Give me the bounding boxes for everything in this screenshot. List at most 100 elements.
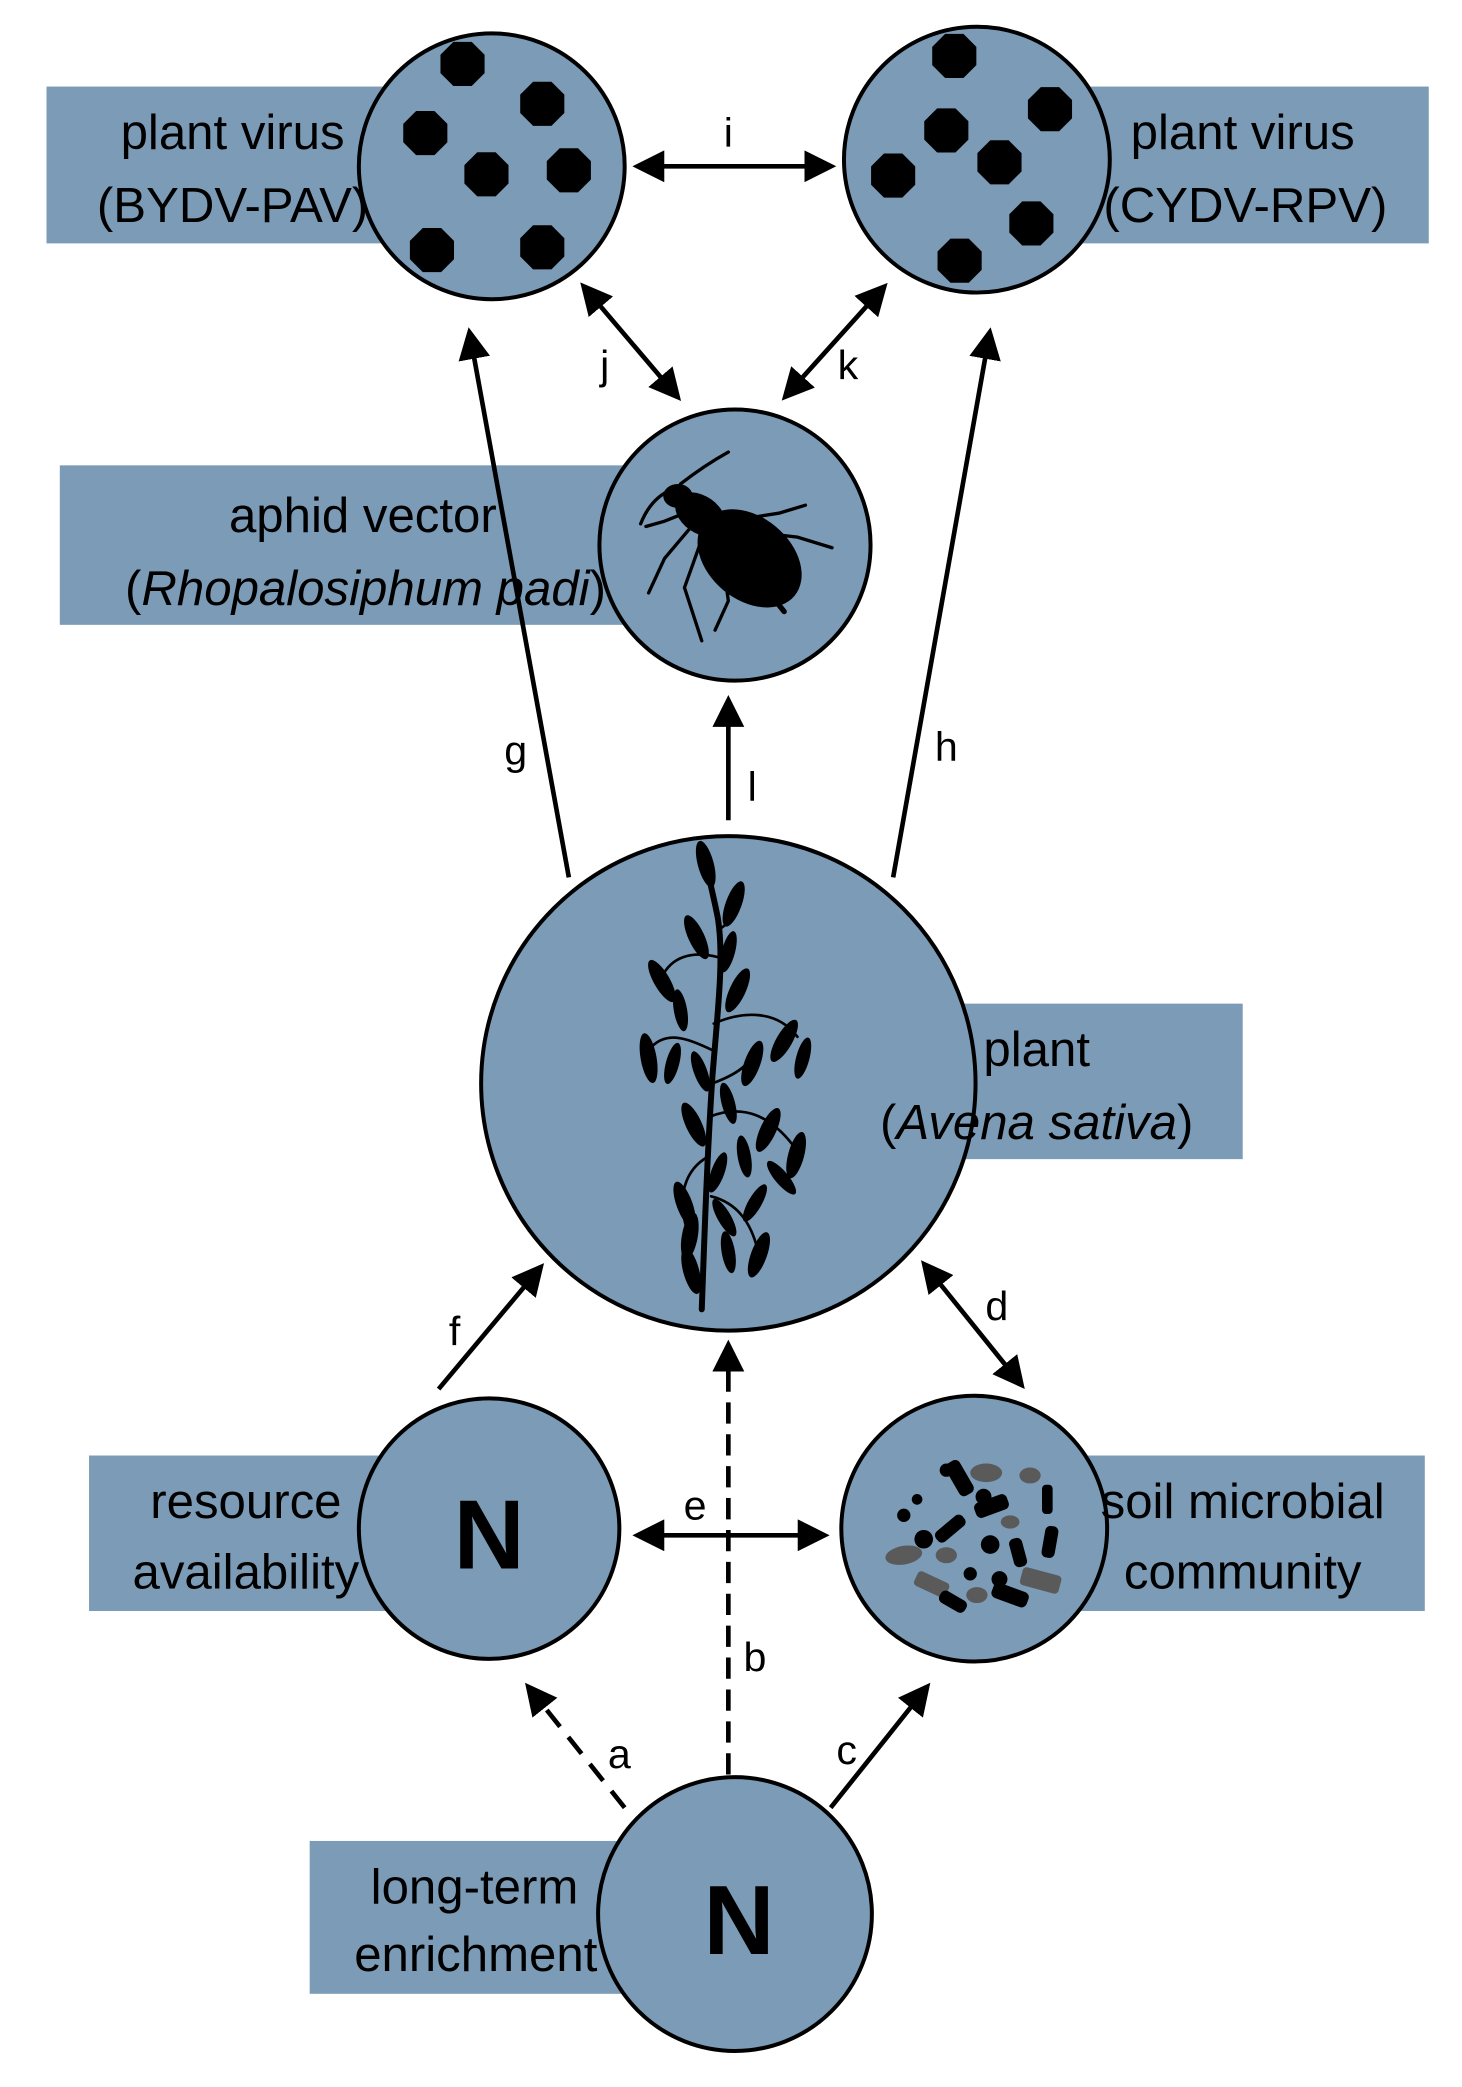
spikelet xyxy=(712,1198,737,1237)
node-label-resource-line2: availability xyxy=(132,1544,359,1599)
edge-j-label: j xyxy=(599,342,609,388)
microbes-icon xyxy=(885,1459,1062,1613)
microbe-grey-cell xyxy=(1000,1515,1020,1529)
oat-plant-icon xyxy=(639,840,812,1313)
virus-particle xyxy=(871,153,916,198)
microbe-grey-cell xyxy=(885,1545,923,1565)
microbe-grey-rod xyxy=(1019,1567,1062,1594)
node-label-aphid-close-paren: ) xyxy=(590,561,606,616)
node-label-aphid-line2: (Rhopalosiphum padi) xyxy=(125,561,606,616)
node-label-resource-line1: resource xyxy=(150,1474,341,1529)
aphid-antenna xyxy=(678,450,731,486)
node-label-enrichment-line2: enrichment xyxy=(354,1927,598,1982)
virus-particle xyxy=(1027,87,1073,132)
plant-stem xyxy=(698,854,724,1313)
node-label-virus-rpv-line2: (CYDV-RPV) xyxy=(1103,178,1387,233)
microbe-grey-cell xyxy=(1019,1467,1041,1484)
virus-particle xyxy=(932,33,977,79)
virus-particle xyxy=(937,238,982,283)
spikelet xyxy=(664,1042,681,1085)
microbe-rod xyxy=(945,1459,974,1497)
spikelet xyxy=(786,1131,807,1179)
spikelet xyxy=(648,959,676,1003)
edge-c-label: c xyxy=(836,1727,857,1773)
node-circle-resource xyxy=(356,1396,622,1661)
spikelet xyxy=(690,1051,711,1092)
virus-particle xyxy=(440,41,485,87)
microbe-rod xyxy=(1009,1537,1028,1568)
aphid-abdomen xyxy=(697,509,802,608)
virus-particle xyxy=(520,225,565,270)
node-label-virus-pav-line1: plant virus xyxy=(121,105,345,160)
microbe-rod xyxy=(1042,1484,1053,1514)
node-label-plant-close-paren: ) xyxy=(1177,1095,1193,1150)
edge-k-arrow xyxy=(781,282,888,401)
edge-d-arrow xyxy=(920,1260,1025,1389)
edge-h-arrow xyxy=(890,327,1001,878)
node-label-soil-line2: community xyxy=(1124,1544,1362,1599)
virus-particle xyxy=(409,227,455,273)
edge-g-label: g xyxy=(504,727,527,773)
microbe-rod xyxy=(991,1582,1029,1608)
spikelet xyxy=(719,1082,737,1124)
spikelet xyxy=(741,1040,764,1087)
node-label-virus-rpv-line1: plant virus xyxy=(1131,105,1355,160)
edge-l-label: l xyxy=(748,763,757,809)
node-label-plant-species: Avena sativa xyxy=(893,1095,1177,1150)
node-symbol-resource: N xyxy=(454,1479,525,1589)
edge-d-label: d xyxy=(985,1283,1008,1329)
spikelet xyxy=(736,1135,752,1178)
spikelet xyxy=(639,1033,658,1084)
spikelet xyxy=(708,1152,728,1193)
node-circle-plant xyxy=(479,834,978,1333)
spikelet xyxy=(725,968,751,1013)
microbe-grey-cell xyxy=(966,1587,988,1604)
microbe-grey-cell xyxy=(970,1463,1003,1483)
edge-j-arrow xyxy=(580,282,682,402)
virus-particle xyxy=(1009,201,1054,246)
spikelet xyxy=(770,1019,798,1062)
plant-branch xyxy=(708,1110,795,1148)
microbe-rod xyxy=(974,1494,1009,1518)
spikelet xyxy=(755,1107,781,1152)
spikelet xyxy=(722,881,745,927)
microbe-coccus xyxy=(963,1567,977,1581)
microbe-grey-rod xyxy=(913,1571,950,1598)
spikelet xyxy=(794,1037,812,1079)
node-label-enrichment-line1: long-term xyxy=(371,1859,579,1914)
edge-f-arrow xyxy=(436,1263,545,1391)
spikelet xyxy=(766,1160,797,1195)
microbe-coccus xyxy=(897,1508,911,1522)
spikelet xyxy=(684,915,709,960)
aphid-icon xyxy=(638,450,834,643)
node-label-aphid-species: Rhopalosiphum padi xyxy=(141,561,591,616)
node-label-virus-pav-line2: (BYDV-PAV) xyxy=(97,178,368,233)
virus-particle xyxy=(520,81,565,126)
virus-particle xyxy=(464,152,509,197)
edge-a-arrow xyxy=(525,1682,627,1810)
virus-particle xyxy=(403,111,448,156)
node-symbol-enrichment: N xyxy=(703,1865,774,1975)
spikelet xyxy=(742,1184,768,1222)
microbe-grey-cell xyxy=(935,1547,957,1564)
edge-e-label: e xyxy=(684,1482,707,1528)
spikelet xyxy=(672,989,689,1032)
microbe-rod xyxy=(938,1590,967,1613)
node-circle-soil xyxy=(839,1393,1110,1664)
node-label-aphid-open-paren: ( xyxy=(125,561,142,616)
node-circle-enrichment xyxy=(596,1775,874,2053)
microbe-coccus xyxy=(914,1529,934,1549)
virus-particle xyxy=(977,140,1022,185)
aphid-cornicle xyxy=(765,588,787,615)
virus-particle xyxy=(924,108,969,153)
edge-i-label: i xyxy=(724,109,733,155)
virus-particle xyxy=(546,148,591,193)
spikelet xyxy=(720,1231,736,1274)
spikelet xyxy=(695,840,716,888)
edge-k-label: k xyxy=(838,342,859,388)
edge-b-label: b xyxy=(743,1634,766,1680)
spikelet xyxy=(747,1232,771,1278)
edge-a-label: a xyxy=(608,1731,631,1777)
spikelet xyxy=(681,1247,702,1294)
